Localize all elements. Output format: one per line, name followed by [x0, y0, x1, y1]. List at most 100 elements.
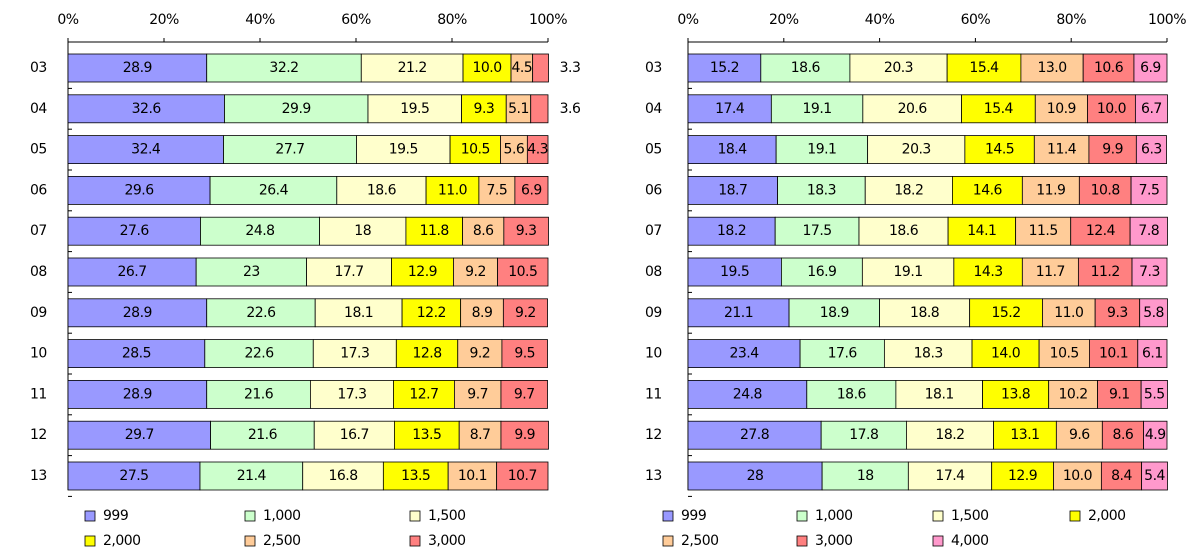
data-label: 10.1 [458, 468, 487, 484]
bar-segment [1038, 339, 1090, 369]
bar-segment [1133, 53, 1168, 83]
legend-swatch [1069, 510, 1081, 522]
y-tick-label: 06 [645, 182, 662, 198]
bar-segment [367, 94, 462, 124]
legend-label: 1,000 [263, 508, 301, 524]
bar-segment [991, 461, 1054, 491]
bar-segment [788, 298, 880, 328]
bar-segment [209, 175, 338, 205]
data-label: 20.3 [902, 142, 931, 158]
bar-segment [1015, 216, 1072, 246]
legend-swatch [796, 510, 808, 522]
bar-segment [1134, 94, 1168, 124]
data-label: 28 [747, 468, 764, 484]
bar-segment [458, 420, 502, 450]
x-tick-label: 60% [961, 12, 991, 28]
bar-segment [1082, 53, 1135, 83]
data-label: 9.2 [469, 346, 490, 362]
data-label: 19.5 [389, 142, 418, 158]
data-label: 18 [354, 223, 371, 239]
data-label: 19.5 [400, 101, 429, 117]
data-label: 21.1 [724, 305, 753, 321]
legend-label: 4,000 [951, 533, 989, 549]
data-label: 6.9 [1140, 60, 1161, 76]
data-label: 13.5 [401, 468, 430, 484]
bar-segment [526, 135, 549, 165]
data-label: 16.7 [340, 427, 369, 443]
bar-segment [462, 216, 505, 246]
x-tick-label: 80% [437, 12, 467, 28]
bar-segment [867, 135, 966, 165]
data-label: 9.5 [514, 346, 535, 362]
legend-swatch [244, 535, 256, 547]
data-label: 7.5 [486, 182, 507, 198]
bar-segment [453, 379, 502, 409]
bar-segment [356, 135, 451, 165]
bar-segment [799, 339, 885, 369]
bar-segment [382, 461, 449, 491]
data-label: 12.9 [408, 264, 437, 280]
data-label: 16.9 [807, 264, 836, 280]
y-tick-label: 12 [645, 427, 662, 443]
legend-label: 2,000 [1088, 508, 1126, 524]
data-label: 11.4 [1047, 142, 1077, 158]
bar-segment [687, 53, 762, 83]
data-label: 18.6 [791, 60, 821, 76]
data-label: 11.2 [1091, 264, 1120, 280]
data-label: 8.9 [472, 305, 493, 321]
data-label: 24.8 [245, 223, 274, 239]
bar-segment [821, 461, 909, 491]
data-label: 7.5 [1139, 182, 1160, 198]
bar-segment [67, 135, 224, 165]
bar-segment [425, 175, 480, 205]
legend-swatch [932, 535, 944, 547]
data-label: 9.3 [1107, 305, 1128, 321]
data-label: 13.8 [1001, 386, 1030, 402]
data-label: 10.1 [1099, 346, 1128, 362]
data-label: 5.4 [1144, 468, 1165, 484]
data-label: 18.2 [935, 427, 964, 443]
bar-segment [1101, 420, 1144, 450]
legend-label: 1,500 [951, 508, 989, 524]
data-label: 12.9 [1008, 468, 1037, 484]
data-label: 3.3 [560, 60, 581, 76]
legend-swatch [84, 510, 96, 522]
bar-segment [687, 135, 777, 165]
legend-swatch [932, 510, 944, 522]
bar-segment [952, 175, 1023, 205]
data-label: 13.1 [1010, 427, 1039, 443]
bar-segment [858, 216, 949, 246]
data-label: 17.5 [803, 223, 832, 239]
bar-segment [453, 257, 499, 287]
legend-swatch [244, 510, 256, 522]
y-tick-label: 08 [30, 264, 47, 280]
bar-segment [774, 216, 860, 246]
data-label: 17.6 [828, 346, 858, 362]
data-label: 12.7 [409, 386, 438, 402]
data-label: 26.7 [117, 264, 146, 280]
data-label: 8.6 [473, 223, 494, 239]
y-tick-label: 13 [30, 468, 47, 484]
data-label: 7.8 [1138, 223, 1159, 239]
data-label: 17.3 [337, 386, 366, 402]
bar-segment [1042, 298, 1096, 328]
data-label: 18.6 [367, 182, 397, 198]
data-label: 12.4 [1086, 223, 1116, 239]
bar-segment [687, 298, 790, 328]
data-label: 10.2 [1059, 386, 1088, 402]
bar-segment [1143, 420, 1168, 450]
x-tick-label: 100% [529, 12, 567, 28]
bar-segment [1131, 257, 1168, 287]
data-label: 9.7 [467, 386, 488, 402]
data-label: 32.6 [132, 101, 162, 117]
data-label: 3.6 [560, 101, 581, 117]
bar-segment [1130, 175, 1168, 205]
x-tick-label: 0% [677, 12, 698, 28]
bar-segment [687, 379, 808, 409]
data-label: 18.9 [820, 305, 849, 321]
data-label: 10.9 [1047, 101, 1076, 117]
bar-segment [907, 461, 993, 491]
y-tick-label: 06 [30, 182, 47, 198]
bar-segment [687, 461, 823, 491]
data-label: 14.1 [967, 223, 996, 239]
